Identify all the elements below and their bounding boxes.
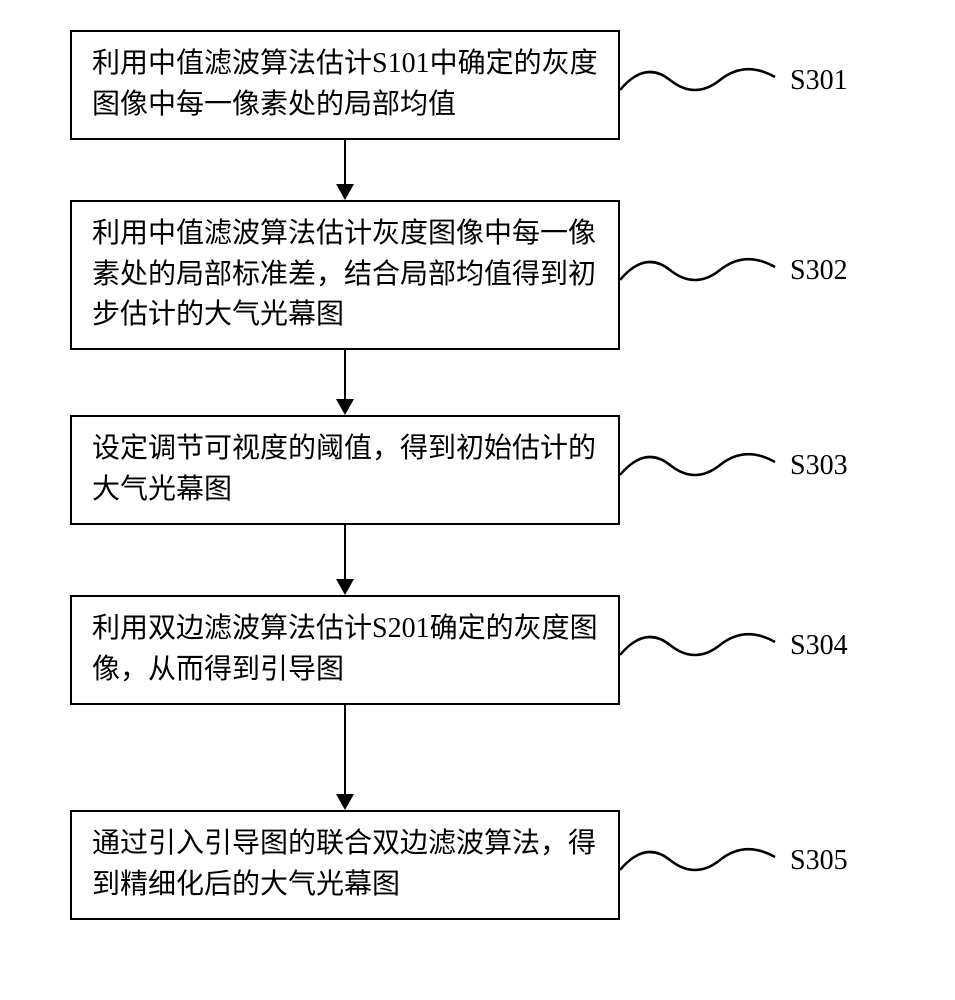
step-text: 设定调节可视度的阈值，得到初始估计的大气光幕图 bbox=[92, 429, 598, 510]
step-label-s304: S304 bbox=[790, 630, 848, 662]
squiggle-s301 bbox=[620, 55, 780, 105]
step-box-s301: 利用中值滤波算法估计S101中确定的灰度图像中每一像素处的局部均值 bbox=[70, 30, 620, 140]
step-label-s303: S303 bbox=[790, 450, 848, 482]
step-box-s302: 利用中值滤波算法估计灰度图像中每一像素处的局部标准差，结合局部均值得到初步估计的… bbox=[70, 200, 620, 350]
step-text: 利用中值滤波算法估计灰度图像中每一像素处的局部标准差，结合局部均值得到初步估计的… bbox=[92, 214, 598, 336]
step-label-s302: S302 bbox=[790, 255, 848, 287]
squiggle-s303 bbox=[620, 440, 780, 490]
squiggle-s302 bbox=[620, 245, 780, 295]
step-box-s303: 设定调节可视度的阈值，得到初始估计的大气光幕图 bbox=[70, 415, 620, 525]
step-text: 利用中值滤波算法估计S101中确定的灰度图像中每一像素处的局部均值 bbox=[92, 44, 598, 125]
step-text: 通过引入引导图的联合双边滤波算法，得到精细化后的大气光幕图 bbox=[92, 824, 598, 905]
step-label-s305: S305 bbox=[790, 845, 848, 877]
step-box-s305: 通过引入引导图的联合双边滤波算法，得到精细化后的大气光幕图 bbox=[70, 810, 620, 920]
squiggle-s304 bbox=[620, 620, 780, 670]
squiggle-s305 bbox=[620, 835, 780, 885]
flowchart-canvas: { "layout": { "canvas": { "width": 955, … bbox=[0, 0, 955, 1000]
step-text: 利用双边滤波算法估计S201确定的灰度图像，从而得到引导图 bbox=[92, 609, 598, 690]
step-label-s301: S301 bbox=[790, 65, 848, 97]
step-box-s304: 利用双边滤波算法估计S201确定的灰度图像，从而得到引导图 bbox=[70, 595, 620, 705]
